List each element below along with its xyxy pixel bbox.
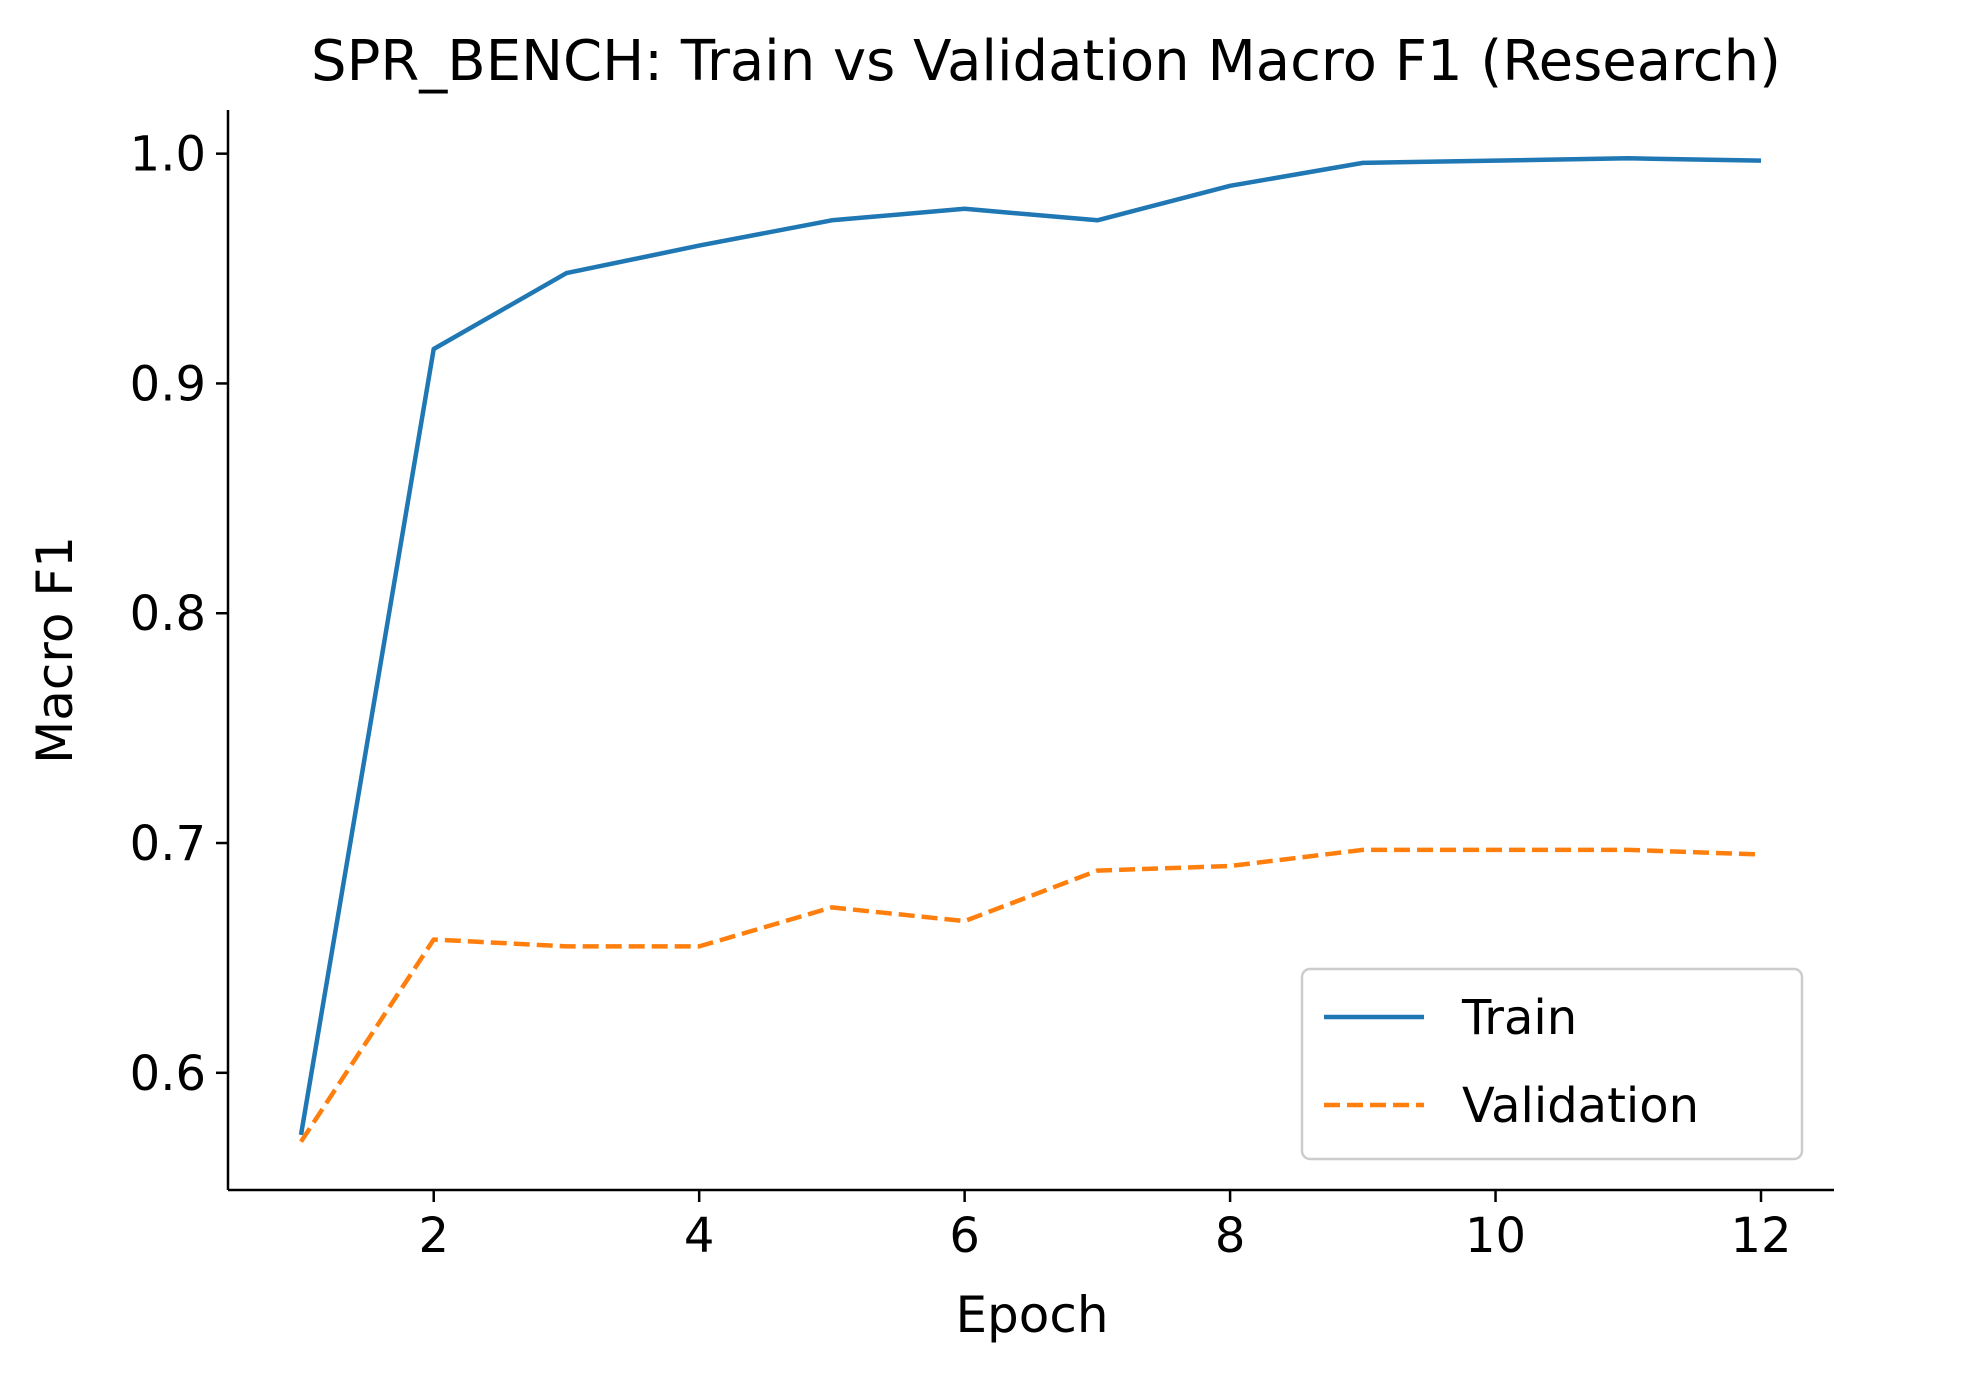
y-tick-label: 0.7 bbox=[130, 816, 206, 872]
y-axis-label: Macro F1 bbox=[26, 536, 84, 764]
legend-label-validation: Validation bbox=[1462, 1078, 1699, 1134]
y-tick-label: 0.9 bbox=[130, 356, 206, 412]
x-axis-label: Epoch bbox=[955, 1286, 1108, 1344]
x-tick-label: 10 bbox=[1465, 1208, 1526, 1264]
x-tick-label: 12 bbox=[1730, 1208, 1791, 1264]
y-tick-label: 0.8 bbox=[130, 586, 206, 642]
x-tick-label: 4 bbox=[684, 1208, 715, 1264]
chart-title: SPR_BENCH: Train vs Validation Macro F1 … bbox=[311, 29, 1781, 94]
y-tick-label: 1.0 bbox=[130, 127, 206, 183]
legend: Train Validation bbox=[1302, 969, 1802, 1159]
y-tick-label: 0.6 bbox=[130, 1046, 206, 1102]
x-tick-label: 2 bbox=[418, 1208, 449, 1264]
x-tick-label: 6 bbox=[949, 1208, 980, 1264]
legend-label-train: Train bbox=[1461, 990, 1577, 1046]
x-tick-label: 8 bbox=[1215, 1208, 1246, 1264]
